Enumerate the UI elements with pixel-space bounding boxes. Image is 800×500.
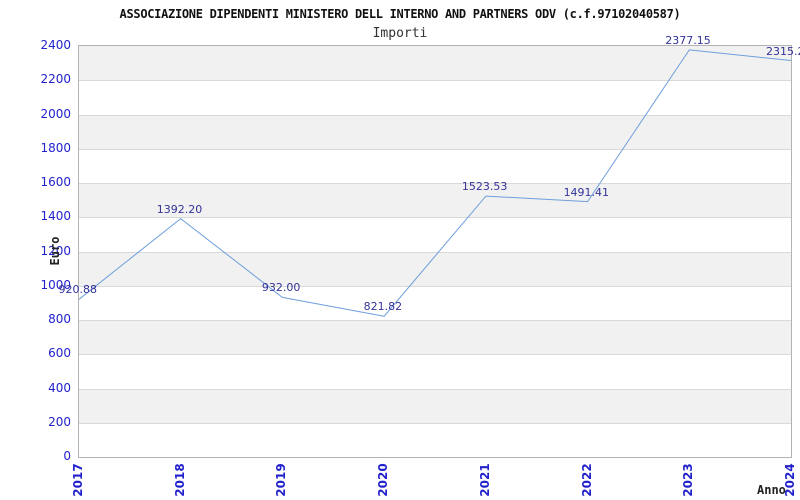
- y-tick-label: 1400: [40, 209, 71, 224]
- point-value-label: 1523.53: [461, 180, 508, 194]
- x-tick-label: 2018: [172, 463, 187, 497]
- y-tick-label: 1200: [40, 243, 71, 258]
- background-band: [79, 320, 791, 355]
- background-band: [79, 80, 791, 115]
- gridline: [79, 354, 791, 356]
- data-line-svg: [79, 49, 791, 317]
- background-band: [79, 354, 791, 389]
- x-tick-label: 2021: [477, 463, 492, 497]
- gridline: [79, 217, 791, 219]
- gridline: [79, 148, 791, 150]
- x-tick-label: 2020: [376, 463, 391, 497]
- point-value-label: 1392.20: [156, 202, 203, 216]
- y-tick-label: 800: [48, 312, 71, 326]
- gridline: [79, 251, 791, 253]
- point-value-label: 920.88: [58, 283, 98, 297]
- gridline: [79, 80, 791, 82]
- chart-subtitle: Importi: [372, 26, 428, 41]
- y-tick-label: 0: [63, 449, 71, 463]
- y-tick-label: 600: [48, 346, 71, 361]
- point-value-label: 821.82: [363, 300, 403, 314]
- y-tick-label: 1600: [40, 175, 71, 189]
- background-band: [79, 114, 791, 149]
- y-axis-title: Euro: [48, 236, 62, 266]
- background-band: [79, 285, 791, 320]
- y-tick-label: 2200: [40, 72, 71, 87]
- point-value-label: 2377.15: [665, 33, 711, 47]
- chart-title: ASSOCIAZIONE DIPENDENTI MINISTERO DELL I…: [119, 7, 681, 21]
- x-tick-label: 2019: [274, 463, 289, 497]
- gridline: [79, 388, 791, 390]
- gridline: [79, 183, 791, 184]
- plot-area: [78, 45, 792, 458]
- x-tick-label: 2017: [71, 463, 85, 497]
- x-tick-label: 2023: [681, 463, 696, 497]
- background-band: [79, 388, 791, 423]
- x-tick-label: 2022: [579, 463, 594, 497]
- gridline: [79, 320, 791, 321]
- point-value-label: 2315.2: [766, 44, 800, 58]
- y-tick-label: 2000: [40, 106, 71, 121]
- background-band: [79, 217, 791, 252]
- point-value-label: 1491.41: [563, 185, 610, 199]
- y-tick-label: 1000: [40, 277, 71, 292]
- y-tick-label: 200: [48, 414, 71, 429]
- y-tick-label: 1800: [40, 140, 71, 155]
- x-axis-title: Anno: [757, 483, 786, 497]
- background-band: [79, 251, 791, 286]
- point-value-label: 932.00: [261, 281, 301, 295]
- gridline: [79, 114, 791, 116]
- background-band: [79, 422, 791, 457]
- background-band: [79, 183, 791, 218]
- data-line: [79, 49, 791, 317]
- y-tick-label: 2400: [40, 38, 71, 52]
- gridline: [79, 422, 791, 424]
- background-band: [79, 148, 791, 183]
- gridline: [79, 285, 791, 287]
- y-tick-label: 400: [48, 380, 71, 395]
